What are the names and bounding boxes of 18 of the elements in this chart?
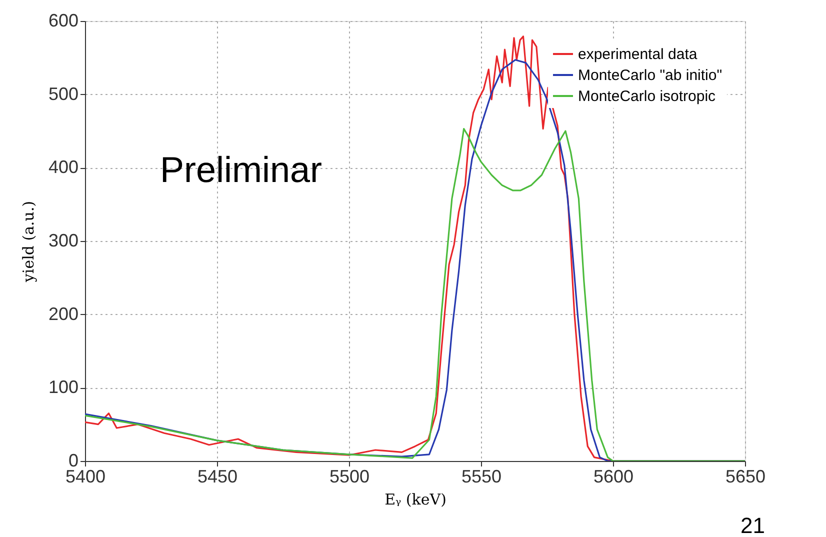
y-tick-label: 300 [48, 230, 78, 250]
y-tick-label: 500 [48, 84, 78, 104]
legend-label: experimental data [578, 46, 698, 63]
x-tick-label: 5500 [329, 466, 370, 486]
x-axis-title: Eᵧ (keV) [384, 490, 446, 508]
annotation: Preliminar [160, 149, 322, 190]
legend-label: MonteCarlo "ab initio" [578, 67, 722, 84]
x-tick-label: 5600 [593, 466, 634, 486]
y-tick-label: 200 [48, 304, 78, 324]
x-tick-label: 5550 [461, 466, 502, 486]
y-tick-label: 400 [48, 157, 78, 178]
y-tick-label: 100 [48, 377, 78, 398]
y-axis-title: yield (a.u.) [19, 200, 38, 284]
text: 21 [740, 513, 765, 537]
x-tick-label: 5650 [725, 466, 766, 486]
legend-label: MonteCarlo isotropic [578, 88, 716, 105]
x-tick-label: 5450 [197, 466, 238, 486]
y-tick-label: 600 [48, 10, 78, 30]
